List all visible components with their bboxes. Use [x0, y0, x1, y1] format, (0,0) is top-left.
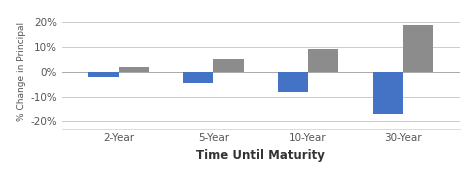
- Bar: [183, 72, 213, 83]
- Bar: [373, 72, 403, 114]
- Bar: [118, 67, 149, 72]
- Bar: [403, 25, 433, 72]
- X-axis label: Time Until Maturity: Time Until Maturity: [196, 148, 325, 162]
- Bar: [213, 59, 244, 72]
- Bar: [308, 49, 338, 72]
- Bar: [278, 72, 308, 92]
- Y-axis label: % Change in Principal: % Change in Principal: [17, 22, 26, 121]
- Bar: [88, 72, 118, 77]
